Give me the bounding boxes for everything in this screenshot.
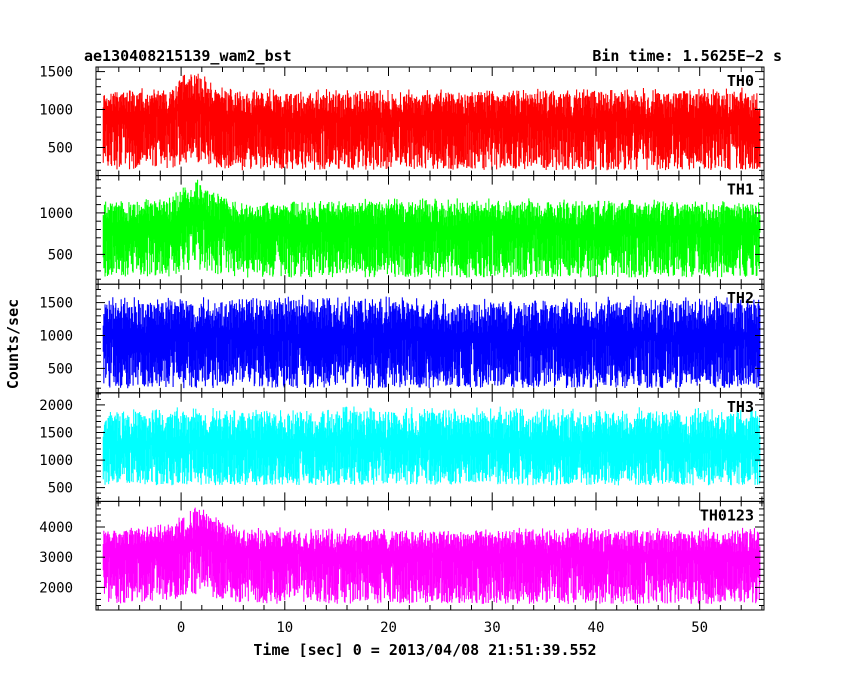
x-tick-label: 30 [484, 620, 501, 636]
x-tick-label: 0 [177, 620, 185, 636]
y-tick-label: 500 [48, 361, 73, 377]
series-th2 [102, 294, 761, 389]
x-tick-label: 20 [380, 620, 397, 636]
y-tick-label: 2000 [39, 398, 73, 414]
bin-time-label: Bin time: 1.5625E−2 s [592, 47, 782, 65]
panel-label: TH0 [727, 72, 754, 90]
y-tick-label: 500 [48, 141, 73, 157]
series-th0 [102, 73, 761, 171]
panel-th0: 500 1000 1500 TH0 [39, 65, 765, 177]
x-tick-label: 50 [691, 620, 708, 636]
y-tick-label: 1000 [39, 103, 73, 119]
y-tick-label: 1000 [39, 206, 73, 222]
y-tick-label: 500 [48, 481, 73, 497]
y-tick-label: 2000 [39, 580, 73, 596]
panel-th0123: 2000 3000 4000 TH0123 [39, 500, 765, 611]
panel-label: TH3 [727, 398, 754, 416]
series-th0123 [102, 507, 761, 604]
y-tick-label: 1500 [39, 296, 73, 312]
panel-label: TH1 [727, 181, 754, 199]
panel-label: TH0123 [700, 506, 754, 524]
panel-label: TH2 [727, 289, 754, 307]
y-tick-label: 1500 [39, 425, 73, 441]
x-tick-label: 10 [276, 620, 293, 636]
y-tick-label: 3000 [39, 550, 73, 566]
panel-th2: 500 1000 1500 TH2 [39, 283, 765, 394]
y-tick-label: 1000 [39, 453, 73, 469]
series-th3 [102, 406, 761, 486]
chart-title: ae130408215139_wam2_bst [84, 47, 292, 65]
y-axis-label: Counts/sec [4, 299, 22, 389]
x-tick-label: 40 [588, 620, 605, 636]
y-tick-label: 1500 [39, 65, 73, 81]
panel-th3: 500 1000 1500 2000 TH3 [39, 392, 765, 502]
panel-th1: 500 1000 TH1 [39, 175, 765, 285]
x-axis-label: Time [sec] 0 = 2013/04/08 21:51:39.552 [253, 641, 596, 659]
x-axis: 0 10 20 30 40 50 [177, 620, 708, 636]
series-th1 [102, 179, 761, 278]
y-tick-label: 4000 [39, 520, 73, 536]
y-tick-label: 500 [48, 247, 73, 263]
y-tick-label: 1000 [39, 329, 73, 345]
